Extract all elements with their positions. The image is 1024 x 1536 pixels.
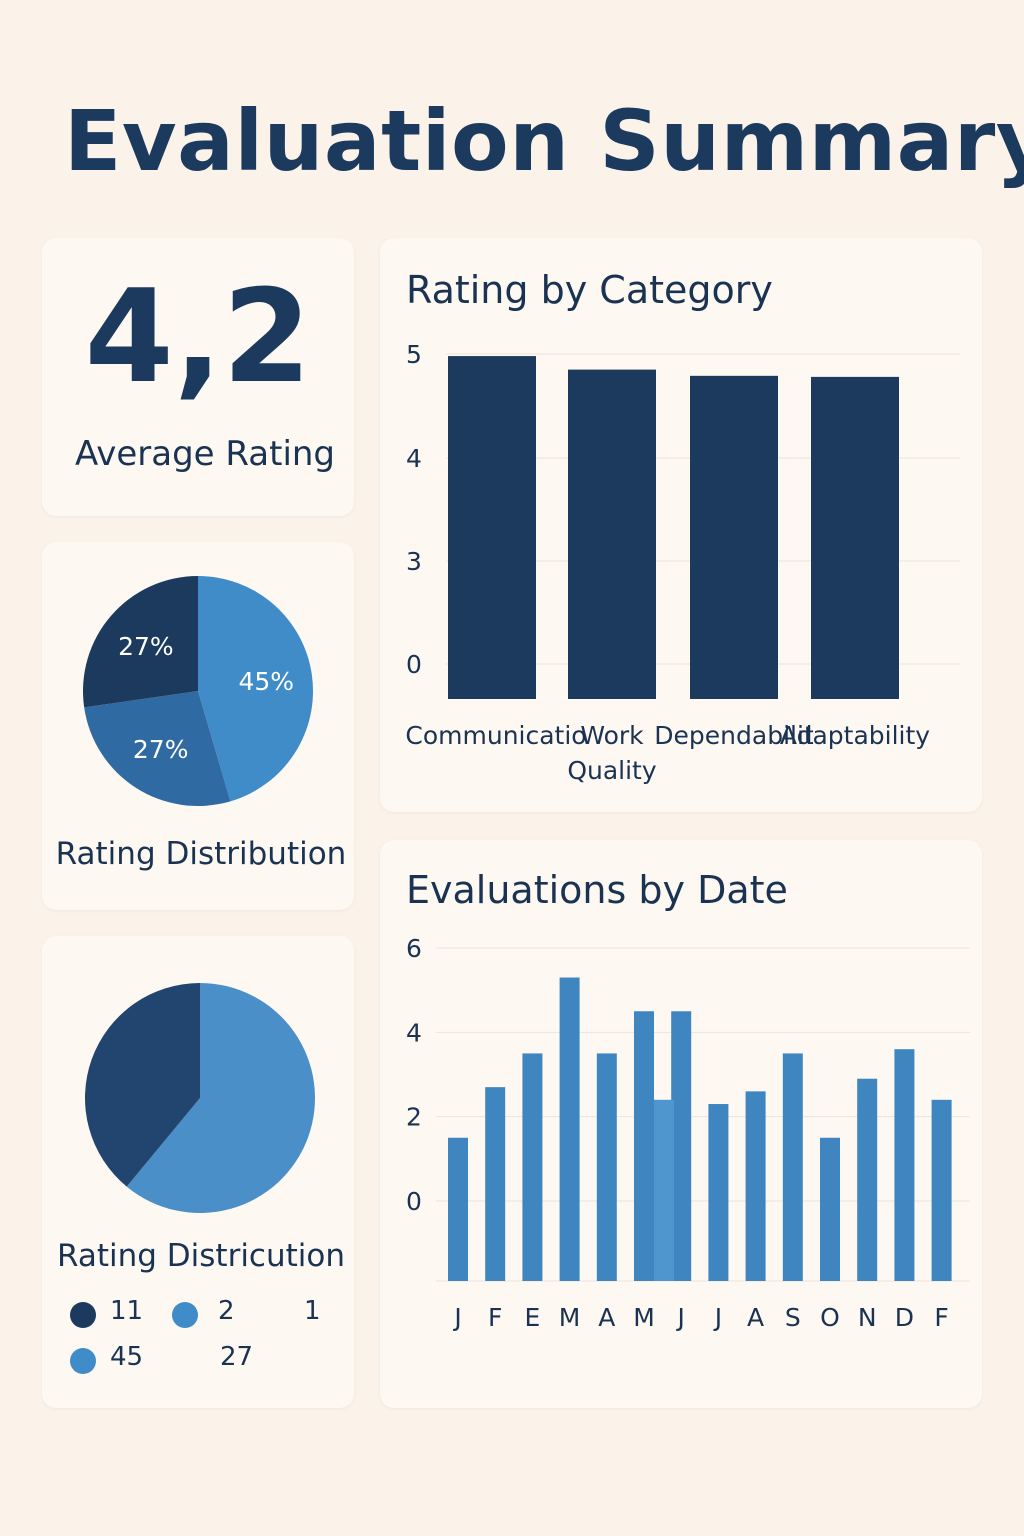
category-bar (690, 375, 778, 699)
legend-label: 27 (220, 1342, 254, 1372)
pie-slice-label: 27% (133, 735, 189, 764)
x-tick-label: M (633, 1303, 655, 1332)
date-bar (596, 1053, 617, 1281)
y-tick-label: 0 (406, 1187, 422, 1216)
pie-slice (83, 576, 198, 708)
x-tick-label: S (785, 1303, 801, 1332)
date-bar (654, 1099, 674, 1281)
x-tick-label: D (895, 1303, 914, 1332)
rating-distribution-pie: 45% 27% 27% (83, 576, 313, 806)
x-tick-label: Dependabilit (654, 721, 814, 750)
average-rating-value: 4,2 (84, 263, 312, 412)
date-bar (448, 1137, 468, 1281)
pie-slice (84, 691, 231, 806)
rating-districution-card: Rating Districution 11 2 1 45 27 (42, 936, 354, 1408)
average-rating-label: Average Rating (74, 434, 336, 474)
category-bar (811, 376, 899, 699)
y-tick-label: 5 (406, 340, 422, 369)
x-tick-label: F (934, 1303, 948, 1332)
x-tick-label: J (676, 1303, 685, 1332)
date-bar (671, 1011, 692, 1281)
page-title: Evaluation Summary (64, 92, 1024, 190)
average-rating-card: 4,2 Average Rating (42, 238, 354, 516)
legend-swatch (172, 1302, 198, 1328)
rating-distribution-card: 45% 27% 27% Rating Distribution (42, 542, 354, 910)
legend-swatch (70, 1348, 96, 1374)
x-tick-label: Communicatio (405, 721, 586, 750)
rating-distribution-title: Rating Distribution (55, 836, 347, 872)
x-tick-label: A (747, 1303, 764, 1332)
pie-slice-label: 27% (118, 632, 174, 661)
legend-label: 45 (110, 1342, 144, 1372)
legend-label: 11 (110, 1296, 144, 1326)
rating-by-category-title: Rating by Category (406, 268, 773, 312)
y-tick-label: 6 (406, 934, 422, 963)
date-bar (782, 1053, 803, 1281)
x-tick-label: F (488, 1303, 502, 1332)
y-tick-label: 0 (406, 650, 422, 679)
date-bar (708, 1104, 729, 1281)
y-tick-label: 4 (406, 444, 422, 473)
y-tick-label: 2 (406, 1103, 422, 1132)
legend-swatch (70, 1302, 96, 1328)
date-bar (634, 1011, 654, 1281)
pie-slice-label: 45% (239, 667, 295, 696)
y-tick-label: 3 (406, 547, 422, 576)
date-bar (745, 1091, 766, 1281)
pie-slice (85, 983, 200, 1187)
x-tick-label: A (598, 1303, 615, 1332)
x-tick-label: M (559, 1303, 581, 1332)
pie-slice (198, 576, 313, 802)
rating-by-category-card: Rating by Category 0 3 4 5 Communicatio Work Q… (380, 238, 982, 812)
rating-districution-pie (85, 983, 316, 1213)
legend-label: 2 (218, 1296, 235, 1326)
pie-slice (126, 983, 316, 1213)
date-bar (522, 1053, 543, 1281)
date-bar (485, 1087, 506, 1281)
x-tick-label: Quality (567, 756, 657, 785)
date-bar (857, 1078, 878, 1281)
date-bar (894, 1049, 915, 1281)
y-tick-label: 4 (406, 1018, 422, 1047)
x-tick-label: N (858, 1303, 877, 1332)
legend-label: 1 (304, 1296, 321, 1326)
x-tick-label: J (452, 1303, 461, 1332)
rating-districution-title: Rating Districution (56, 1238, 346, 1274)
category-bar (448, 356, 536, 699)
date-bar (931, 1099, 952, 1281)
x-tick-label: O (820, 1303, 840, 1332)
x-tick-label: Adaptability (780, 721, 930, 750)
x-tick-label: J (713, 1303, 722, 1332)
date-bar (559, 977, 580, 1281)
category-bar (568, 369, 656, 699)
date-bar (820, 1137, 840, 1281)
evaluations-by-date-title: Evaluations by Date (406, 868, 788, 912)
x-tick-label: Work (580, 721, 644, 750)
x-tick-label: E (525, 1303, 541, 1332)
